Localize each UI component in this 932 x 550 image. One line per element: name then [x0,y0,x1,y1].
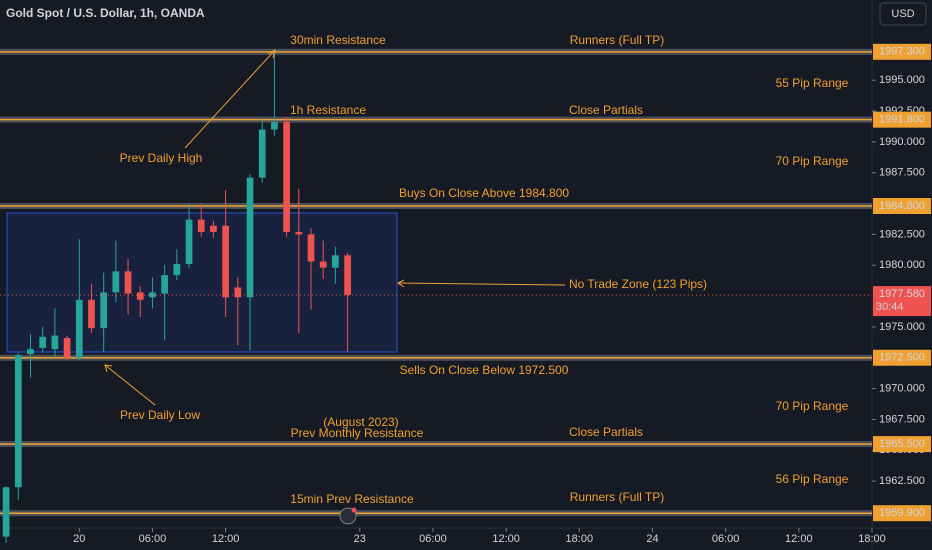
candle-body [332,255,339,268]
candle-body [271,122,278,130]
x-tick-label: 23 [354,533,366,545]
y-tick-label: 1970.000 [879,383,925,395]
annotation: Runners (Full TP) [570,33,664,47]
annotation: Sells On Close Below 1972.500 [400,363,569,377]
annotation: Buys On Close Above 1984.800 [399,186,569,200]
level-tag-label: 1991.800 [879,114,925,126]
candle-body [14,355,22,488]
last-price-tag [873,286,931,317]
candle-body [307,234,315,262]
last-price-label: 1977.580 [879,288,925,300]
x-tick-label: 06:00 [712,533,740,545]
candle-body [295,231,303,235]
annotation: 30min Resistance [290,33,386,47]
level-tag-label: 1959.900 [879,507,925,519]
candle-body [222,225,229,298]
event-icon[interactable] [339,507,357,525]
annotation: Prev Daily Low [120,408,200,422]
y-tick-label: 1982.500 [879,228,925,240]
candle-body [27,349,34,355]
level-tag-label: 1997.300 [879,46,925,58]
annotation: 70 Pip Range [776,399,849,413]
candle-body [283,122,290,232]
arrows [104,48,566,406]
candle-body [124,271,132,294]
candle-body [100,292,108,329]
level-tag-label: 1965.500 [879,438,925,450]
candle-body [112,271,120,293]
annotation: 55 Pip Range [776,76,849,90]
arrow-head [397,279,405,288]
chart-title: Gold Spot / U.S. Dollar, 1h, OANDA [6,6,205,20]
y-tick-label: 1990.000 [879,136,925,148]
x-tick-label: 20 [73,533,85,545]
y-tick-label: 1975.000 [879,321,925,333]
annotation: Prev Monthly Resistance [291,426,424,440]
level-tag [873,198,931,215]
arrow [397,282,566,286]
candle-body [246,177,254,298]
countdown: 30:44 [876,301,904,313]
annotation: Close Partials [569,103,643,117]
x-tick-label: 18:00 [858,533,886,545]
candle-body [344,255,351,296]
x-tick-label: 18:00 [566,533,594,545]
level-tag [873,436,931,453]
x-tick-label: 12:00 [492,533,520,545]
y-tick-label: 1967.500 [879,413,925,425]
candle-body [197,219,205,232]
candle-body [136,292,144,300]
annotation: Runners (Full TP) [570,490,664,504]
candle-body [185,219,193,264]
currency-label[interactable]: USD [891,8,914,20]
x-tick-label: 24 [646,533,658,545]
x-tick-label: 06:00 [139,533,167,545]
x-tick-label: 12:00 [785,533,813,545]
candle-body [161,275,168,294]
arrow [104,364,156,406]
candle-body [63,338,71,358]
candle-body [88,299,95,329]
annotation: 56 Pip Range [776,472,849,486]
y-tick-label: 1987.500 [879,167,925,179]
level-tag [873,349,931,366]
candle-body [210,225,217,232]
level-tag [873,111,931,128]
no-trade-zone [6,212,398,353]
candle-body [75,299,83,358]
candle-body [51,335,59,350]
level-tag [873,43,931,60]
level-tag-label: 1984.800 [879,200,925,212]
annotation: No Trade Zone (123 Pips) [569,277,707,291]
x-tick-label: 12:00 [212,533,240,545]
candle-body [173,264,181,276]
y-tick-label: 1995.000 [879,74,925,86]
candle-body [234,287,242,298]
candle-body [319,261,327,268]
annotation: (August 2023) [323,415,398,429]
annotation: Prev Daily High [120,151,203,165]
candle-body [258,129,266,178]
currency-button[interactable] [879,2,927,26]
annotation: Close Partials [569,425,643,439]
x-tick-label: 06:00 [419,533,447,545]
annotation: 1h Resistance [290,103,366,117]
y-tick-label: 1980.000 [879,259,925,271]
plot [0,48,872,543]
level-tag [873,505,931,522]
candle-body [39,336,47,348]
candle-body [2,487,10,537]
level-tag-label: 1972.500 [879,352,925,364]
arrow-head [104,364,113,373]
annotation: 70 Pip Range [776,154,849,168]
event-dot [351,507,357,513]
annotation: 15min Prev Resistance [290,492,414,506]
y-tick-label: 1962.500 [879,475,925,487]
arrow [184,49,276,149]
arrow-head [267,48,276,59]
